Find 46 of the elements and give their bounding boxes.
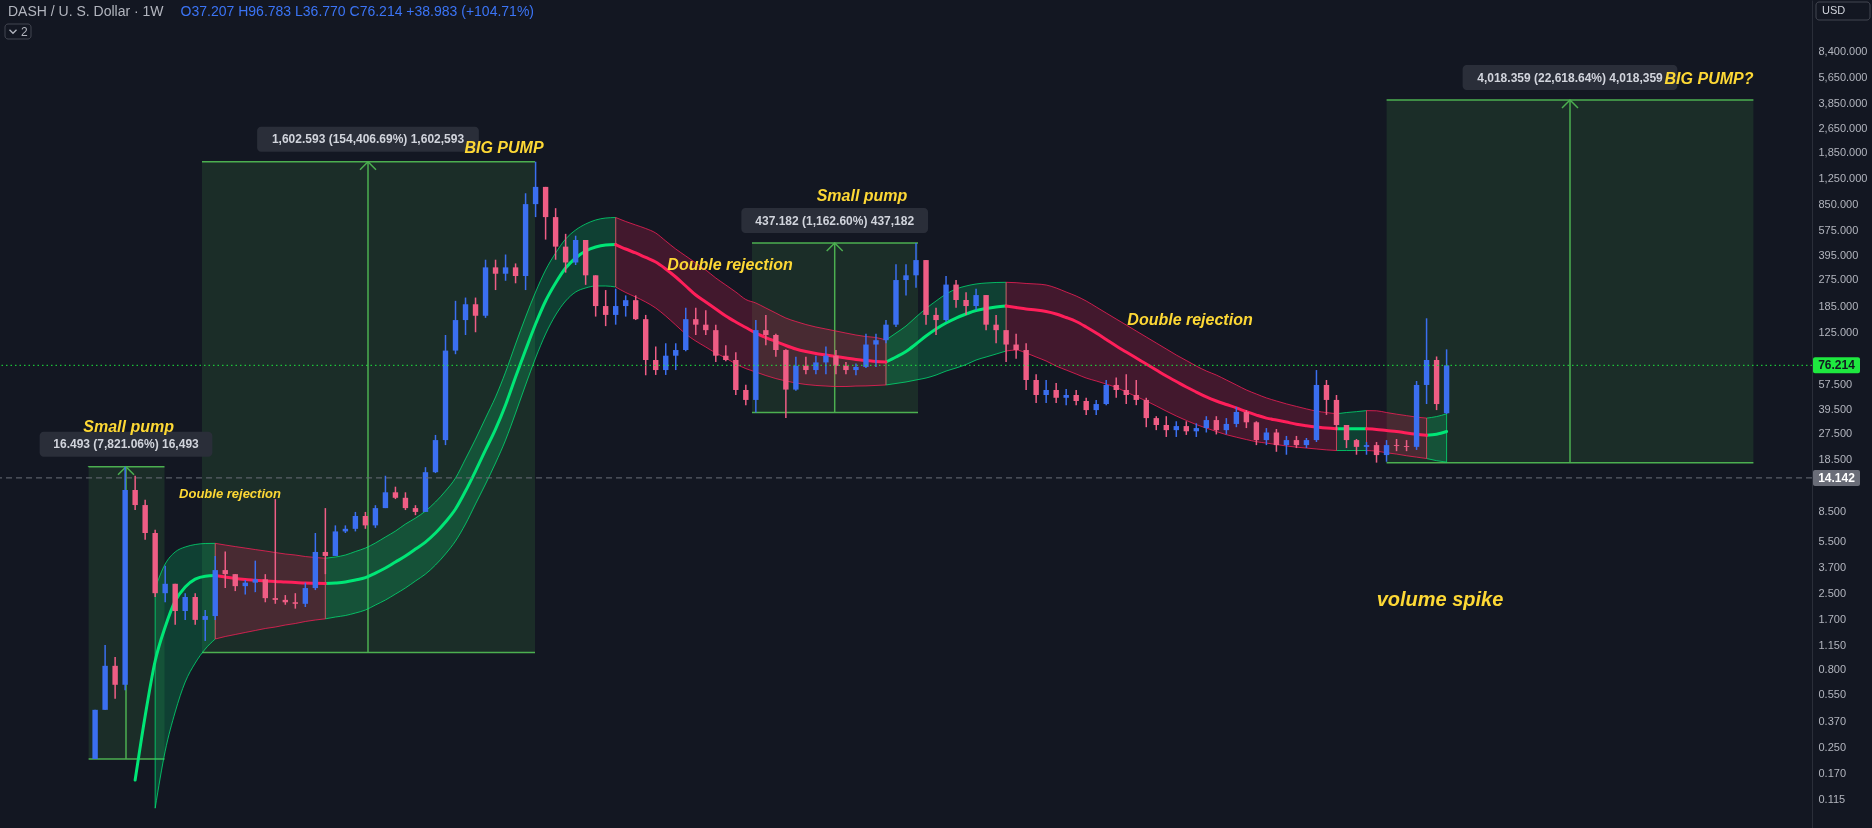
y-tick-label: 1,850.000 [1818, 145, 1868, 158]
y-tick-label: 395.000 [1818, 248, 1859, 261]
annotation: Small pump [816, 187, 908, 204]
y-tick-label: 0.370 [1818, 714, 1847, 727]
ref-line-label: 76.214 [1818, 358, 1856, 373]
annotation: BIG PUMP [464, 139, 544, 156]
y-tick-label: 575.000 [1818, 223, 1859, 236]
y-tick-label: 57.500 [1818, 377, 1853, 390]
y-tick-label: 0.550 [1818, 688, 1847, 701]
y-tick-label: 0.250 [1818, 741, 1847, 754]
annotation: BIG PUMP? [1664, 70, 1754, 87]
annotation: 2 [21, 25, 28, 39]
chart-subtitle: O37.207 H96.783 L36.770 C76.214 +38.983 (+104.71%) [180, 3, 535, 19]
y-tick-label: 185.000 [1818, 299, 1859, 312]
band-label: 4,018.359 (22,618.64%) 4,018,359 [1477, 70, 1664, 85]
y-tick-label: 850.000 [1818, 197, 1859, 210]
y-tick-label: 27.500 [1818, 426, 1853, 439]
y-tick-label: 39.500 [1818, 402, 1853, 415]
band-label: 16.493 (7,821.06%) 16,493 [53, 437, 200, 452]
band-label: 1,602.593 (154,406.69%) 1,602,593 [271, 132, 465, 147]
y-tick-label: 2,650.000 [1818, 121, 1868, 134]
y-tick-label: 3,850.000 [1818, 96, 1868, 109]
y-tick-label: 1,250.000 [1818, 171, 1868, 184]
annotation: volume spike [1376, 588, 1504, 610]
ref-line-label: 14.142 [1818, 470, 1856, 485]
y-tick-label: 5,650.000 [1818, 71, 1868, 84]
y-tick-label: 5.500 [1818, 534, 1847, 547]
y-tick-label: 275.000 [1818, 273, 1859, 286]
y-tick-label: 0.170 [1818, 766, 1847, 779]
y-tick-label: 8,400.000 [1818, 44, 1868, 57]
y-axis-title: USD [1822, 4, 1846, 16]
y-tick-label: 8.500 [1818, 505, 1847, 518]
y-tick-label: 125.000 [1818, 325, 1859, 338]
y-tick-label: 2.500 [1818, 587, 1847, 600]
annotation: Double rejection [179, 486, 281, 501]
y-tick-label: 18.500 [1818, 453, 1853, 466]
chart-title: DASH / U. S. Dollar · 1W [8, 3, 165, 19]
band-label: 437.182 (1,162.60%) 437,182 [755, 213, 915, 228]
y-tick-label: 0.115 [1818, 793, 1846, 806]
annotation: Double rejection [1127, 311, 1253, 328]
y-tick-label: 3.700 [1818, 561, 1847, 574]
y-tick-label: 0.800 [1818, 663, 1847, 676]
annotation: Double rejection [667, 256, 793, 273]
annotation: Small pump [83, 418, 175, 435]
y-tick-label: 1.700 [1818, 612, 1847, 625]
y-tick-label: 1.150 [1818, 639, 1847, 652]
